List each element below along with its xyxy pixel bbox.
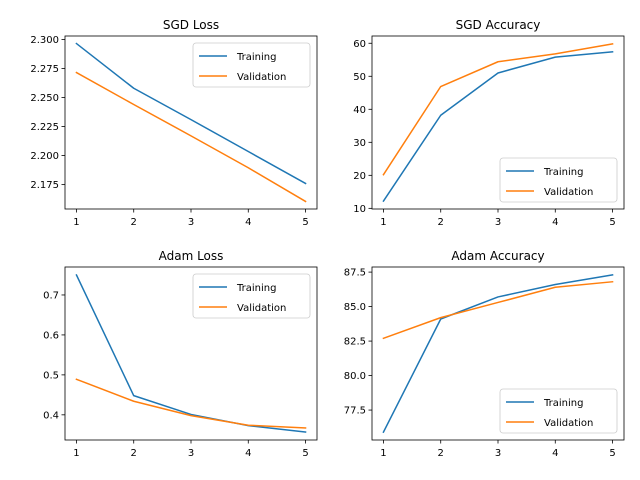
legend-label-training: Training — [236, 283, 276, 294]
y-tick-label: 20 — [353, 171, 366, 182]
subplot-sgd-accuracy: SGD Accuracy 1 2 3 4 5 10 20 30 40 50 60 Training Va… — [353, 18, 625, 228]
y-tick-label: 30 — [353, 138, 366, 149]
x-tick-label: 3 — [188, 217, 194, 228]
legend: Training Validation — [192, 273, 311, 319]
x-tick-label: 5 — [302, 217, 308, 228]
x-tick-label: 2 — [131, 217, 137, 228]
y-tick-label: 80.0 — [344, 371, 366, 382]
series-line-training — [382, 51, 614, 203]
y-tick-label: 87.5 — [344, 268, 366, 279]
x-tick-label: 2 — [131, 448, 137, 459]
series-line-validation — [382, 280, 614, 340]
series-line-training — [75, 273, 307, 433]
x-tick-label: 3 — [188, 448, 194, 459]
y-tick-label: 10 — [353, 204, 366, 215]
y-tick-label: 0.6 — [43, 331, 59, 342]
legend-label-validation: Validation — [237, 303, 286, 314]
subplot-title: Adam Accuracy — [451, 249, 544, 263]
subplot-adam-loss: Adam Loss 1 2 3 4 5 0.4 0.5 0.6 0.7 Training Valid… — [43, 249, 318, 459]
series-line-validation — [382, 43, 614, 176]
y-tick-label: 60 — [353, 39, 366, 50]
x-tick-label: 5 — [609, 448, 615, 459]
y-tick-label: 2.175 — [30, 180, 59, 191]
y-tick-label: 85.0 — [344, 302, 366, 313]
x-tick-label: 1 — [73, 448, 79, 459]
x-tick-label: 5 — [302, 448, 308, 459]
x-tick-label: 4 — [245, 217, 251, 228]
legend-label-training: Training — [543, 398, 583, 409]
subplot-title: Adam Loss — [159, 249, 224, 263]
legend-label-validation: Validation — [237, 72, 286, 83]
x-tick-label: 4 — [552, 448, 558, 459]
x-tick-label: 5 — [609, 217, 615, 228]
x-tick-label: 1 — [73, 217, 79, 228]
y-tick-label: 2.200 — [30, 151, 59, 162]
y-tick-label: 77.5 — [344, 406, 366, 417]
legend: Training Validation — [499, 157, 618, 203]
subplot-sgd-loss: SGD Loss 1 2 3 4 5 2.175 2.200 2.225 2.250 2.275 2… — [30, 18, 318, 228]
series-line-validation — [75, 378, 307, 429]
y-tick-label: 50 — [353, 72, 366, 83]
legend-label-validation: Validation — [544, 187, 593, 198]
legend-label-training: Training — [543, 167, 583, 178]
y-tick-label: 82.5 — [344, 337, 366, 348]
y-tick-label: 40 — [353, 105, 366, 116]
y-tick-label: 2.250 — [30, 93, 59, 104]
series-line-training — [382, 273, 614, 434]
y-tick-label: 0.4 — [43, 410, 59, 421]
series-line-training — [75, 42, 307, 185]
x-tick-label: 1 — [380, 217, 386, 228]
legend-label-training: Training — [236, 52, 276, 63]
x-tick-label: 4 — [245, 448, 251, 459]
x-tick-label: 3 — [495, 448, 501, 459]
legend-label-validation: Validation — [544, 418, 593, 429]
series-line-validation — [75, 71, 307, 203]
legend: Training Validation — [499, 388, 618, 434]
subplot-title: SGD Loss — [163, 18, 219, 32]
y-tick-label: 2.300 — [30, 35, 59, 46]
subplot-title: SGD Accuracy — [456, 18, 541, 32]
y-tick-label: 0.7 — [43, 291, 59, 302]
legend: Training Validation — [192, 42, 311, 88]
y-tick-label: 2.275 — [30, 64, 59, 75]
x-tick-label: 2 — [438, 217, 444, 228]
x-tick-label: 2 — [438, 448, 444, 459]
subplot-adam-accuracy: Adam Accuracy 1 2 3 4 5 77.5 80.0 82.5 85.0 87.5 T… — [344, 249, 625, 459]
x-tick-label: 1 — [380, 448, 386, 459]
x-tick-label: 3 — [495, 217, 501, 228]
x-tick-label: 4 — [552, 217, 558, 228]
y-tick-label: 0.5 — [43, 370, 59, 381]
y-tick-label: 2.225 — [30, 122, 59, 133]
